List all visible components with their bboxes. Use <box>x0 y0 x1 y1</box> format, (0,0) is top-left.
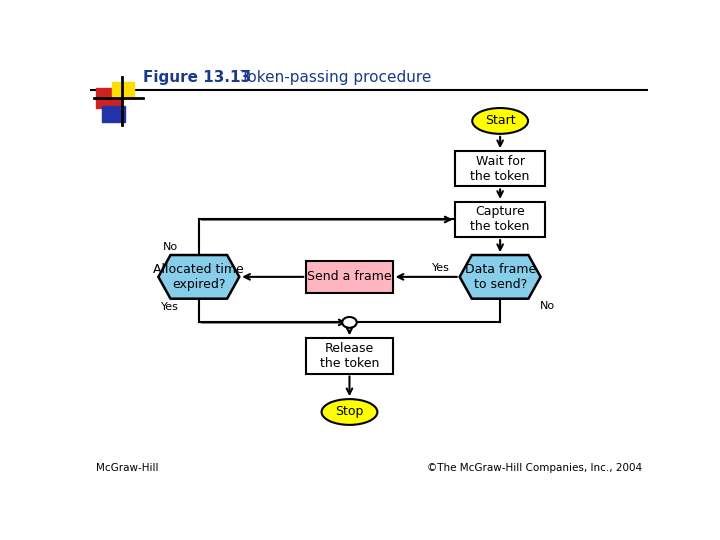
Text: Allocated time
expired?: Allocated time expired? <box>153 263 244 291</box>
Polygon shape <box>459 255 541 299</box>
Text: Data frame
to send?: Data frame to send? <box>464 263 536 291</box>
Text: Wait for
the token: Wait for the token <box>470 155 530 183</box>
Text: Capture
the token: Capture the token <box>470 206 530 233</box>
Text: Send a frame: Send a frame <box>307 271 392 284</box>
Bar <box>96 88 122 108</box>
Text: Token-passing procedure: Token-passing procedure <box>225 70 431 85</box>
Bar <box>112 82 133 98</box>
Text: McGraw-Hill: McGraw-Hill <box>96 463 158 473</box>
Text: Release
the token: Release the token <box>320 342 379 370</box>
Text: No: No <box>539 301 554 311</box>
Bar <box>102 105 125 122</box>
Text: Yes: Yes <box>161 302 179 312</box>
FancyBboxPatch shape <box>306 261 392 293</box>
Circle shape <box>342 317 356 328</box>
Text: Start: Start <box>485 114 516 127</box>
FancyBboxPatch shape <box>456 202 545 237</box>
Ellipse shape <box>472 108 528 134</box>
Text: Figure 13.13: Figure 13.13 <box>143 70 251 85</box>
Ellipse shape <box>322 399 377 425</box>
FancyBboxPatch shape <box>306 338 392 374</box>
FancyBboxPatch shape <box>456 151 545 186</box>
Text: ©The McGraw-Hill Companies, Inc., 2004: ©The McGraw-Hill Companies, Inc., 2004 <box>427 463 642 473</box>
Polygon shape <box>158 255 239 299</box>
Text: Stop: Stop <box>336 406 364 419</box>
Text: Yes: Yes <box>432 262 449 273</box>
Text: No: No <box>163 242 178 252</box>
